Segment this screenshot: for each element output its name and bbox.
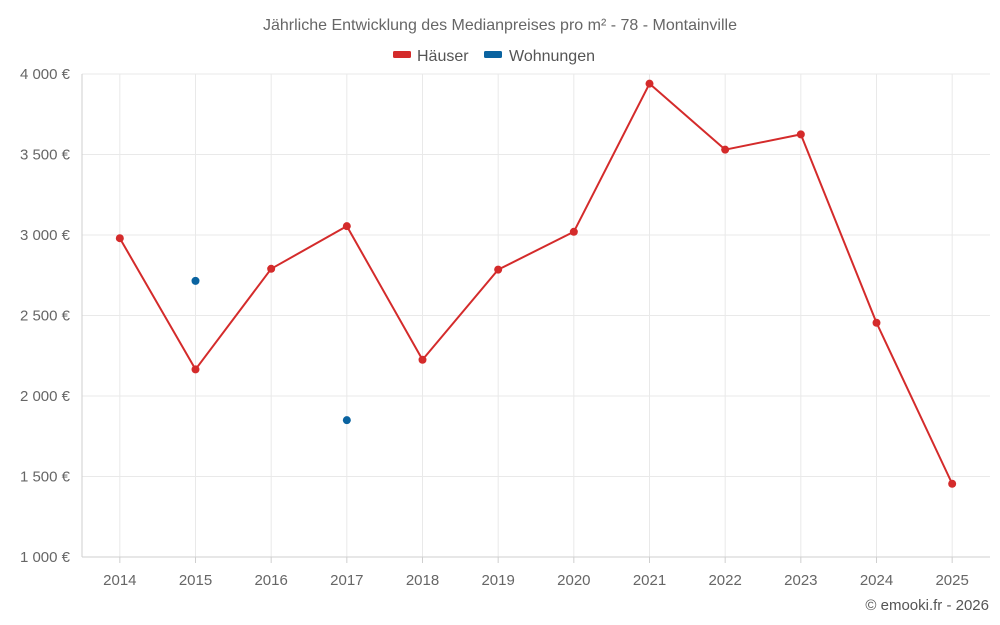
series-line-haeuser (118, 82, 954, 485)
data-point-haeuser (948, 479, 957, 488)
series (115, 79, 957, 488)
x-tick-label: 2025 (935, 572, 968, 589)
y-tick-label: 2 500 € (20, 308, 71, 325)
data-point-haeuser (872, 318, 881, 327)
y-tick-label: 3 500 € (20, 147, 71, 164)
data-point-haeuser (418, 355, 427, 364)
data-point-haeuser (721, 145, 730, 154)
x-tick-label: 2022 (708, 572, 741, 589)
y-tick-label: 4 000 € (20, 66, 71, 83)
x-tick-label: 2019 (481, 572, 514, 589)
x-tick-label: 2018 (406, 572, 439, 589)
y-tick-label: 1 500 € (20, 469, 71, 486)
x-tick-label: 2015 (179, 572, 212, 589)
y-tick-label: 2 000 € (20, 388, 71, 405)
legend-label-haeuser: Häuser (417, 48, 469, 65)
legend-label-wohnungen: Wohnungen (509, 48, 595, 65)
chart-title: Jährliche Entwicklung des Medianpreises … (263, 17, 737, 34)
data-point-wohnungen (342, 416, 351, 425)
data-point-haeuser (342, 222, 351, 231)
x-tick-label: 2016 (254, 572, 287, 589)
credit-text: © emooki.fr - 2026 (865, 597, 989, 614)
legend-swatch-wohnungen (484, 51, 502, 58)
data-point-haeuser (267, 264, 276, 273)
x-tick-label: 2021 (633, 572, 666, 589)
data-point-haeuser (494, 265, 503, 274)
x-tick-label: 2017 (330, 572, 363, 589)
data-point-haeuser (796, 130, 805, 139)
data-point-haeuser (645, 79, 654, 88)
axes: 1 000 € 1 500 € 2 000 € 2 500 € 3 000 € 3 500… (20, 66, 990, 589)
legend-swatch-haeuser (393, 51, 411, 58)
y-tick-label: 1 000 € (20, 549, 71, 566)
x-tick-label: 2024 (860, 572, 893, 589)
data-point-wohnungen (191, 276, 200, 285)
x-tick-label: 2023 (784, 572, 817, 589)
legend-item-haeuser[interactable]: Häuser (393, 48, 469, 65)
x-tick-label: 2014 (103, 572, 136, 589)
y-tick-label: 3 000 € (20, 227, 71, 244)
data-point-haeuser (191, 365, 200, 374)
data-point-haeuser (569, 227, 578, 236)
legend: Häuser Wohnungen (393, 48, 595, 65)
legend-item-wohnungen[interactable]: Wohnungen (484, 48, 595, 65)
x-tick-label: 2020 (557, 572, 590, 589)
data-point-haeuser (115, 234, 124, 243)
grid (82, 73, 990, 557)
